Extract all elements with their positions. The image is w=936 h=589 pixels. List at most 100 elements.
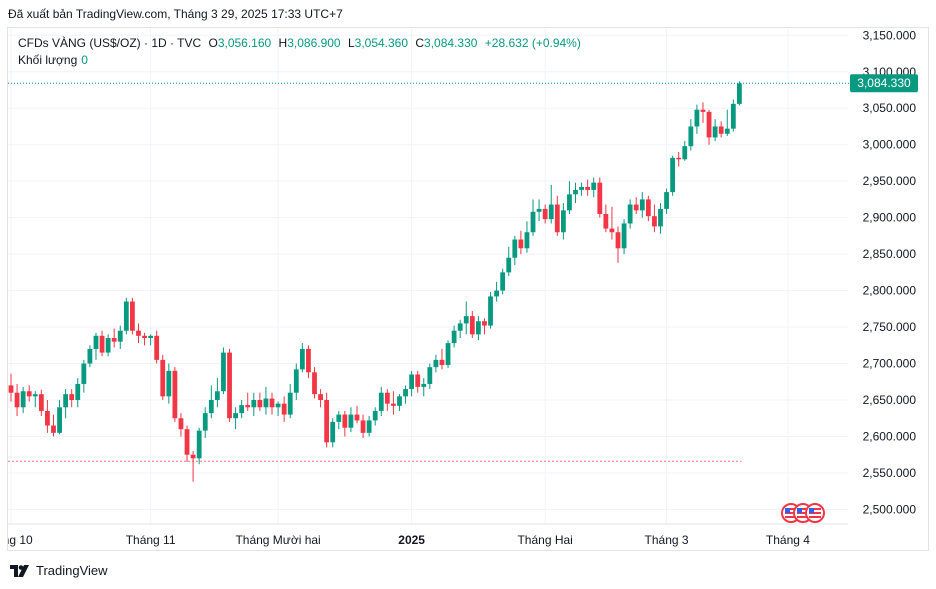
candle-body (142, 335, 147, 338)
candle-body (354, 414, 360, 421)
candle-body (718, 126, 724, 134)
candle (488, 292, 493, 329)
candle (627, 199, 633, 229)
tradingview-logo-icon (10, 564, 29, 577)
us-flag-icon[interactable] (780, 502, 828, 524)
candle (737, 81, 742, 106)
candlestick-chart[interactable]: 3,150.0003,100.0003,050.0003,000.0002,95… (8, 28, 928, 550)
candle-body (378, 392, 384, 411)
candle (688, 119, 694, 151)
y-tick-label: 2,700.000 (863, 357, 917, 371)
candle (433, 354, 439, 373)
chart-frame[interactable]: 3,150.000 3,100.000 3,050.000 3,000.000 2,95… (7, 27, 929, 551)
candle-body (190, 454, 196, 459)
candle (445, 340, 451, 368)
candle-body (500, 272, 506, 291)
candle (306, 345, 311, 379)
candle-body (360, 420, 366, 433)
candle-body (366, 420, 372, 433)
candle-body (57, 407, 62, 433)
candle (154, 330, 160, 364)
candle-body (154, 335, 160, 360)
candle-body (306, 348, 311, 373)
candle (397, 394, 402, 411)
candle-body (214, 391, 220, 400)
candle (75, 378, 81, 408)
candle (591, 177, 597, 198)
chart-legend: CFDs VÀNG (US$/OZ) · 1D · TVC O3,056.160… (18, 35, 581, 69)
candle-body (445, 343, 451, 365)
candle-body (457, 323, 463, 331)
x-tick-label: Tháng 4 (766, 533, 810, 547)
economic-events-markers[interactable] (780, 502, 828, 524)
candle (463, 301, 469, 335)
candle (724, 109, 730, 136)
candle-body (706, 111, 712, 138)
x-tick-label: háng 10 (8, 533, 33, 547)
candle-body (585, 187, 591, 190)
tradingview-logo[interactable]: TradingView (10, 563, 108, 578)
last-price-badge (850, 74, 918, 93)
y-tick-label: 2,950.000 (863, 174, 917, 188)
candle-body (403, 389, 408, 397)
candle (694, 104, 700, 134)
candle-body (573, 189, 578, 195)
candle (536, 199, 542, 222)
candle-body (682, 146, 688, 160)
candle (682, 141, 688, 161)
candle-body (615, 232, 621, 249)
candle (427, 363, 433, 390)
candle (51, 414, 56, 437)
candle (573, 182, 578, 204)
y-tick-label: 3,150.000 (863, 28, 917, 42)
candle-body (627, 204, 633, 224)
legend-symbol[interactable]: CFDs VÀNG (US$/OZ) · 1D · TVC (18, 36, 202, 50)
candle-body (130, 301, 135, 331)
candle (324, 392, 330, 448)
candle-body (542, 208, 548, 220)
candle (384, 389, 390, 411)
candle-body (348, 414, 354, 428)
candle-body (196, 430, 202, 459)
legend-volume-label[interactable]: Khối lượng (18, 53, 78, 67)
published-by-text: Đã xuất bản TradingView.com, Tháng 3 29,… (8, 7, 343, 21)
candle (457, 319, 463, 338)
candle-body (257, 400, 263, 408)
candle-body (421, 383, 427, 387)
candle (548, 184, 554, 224)
legend-high-value: 3,086.900 (287, 36, 341, 50)
candle-body (506, 257, 512, 273)
candle (391, 391, 396, 415)
candle (633, 197, 639, 214)
candle-body (439, 359, 445, 365)
candle-body (415, 374, 421, 387)
candle (63, 389, 69, 419)
x-tick-label: Tháng 3 (645, 533, 689, 547)
y-tick-label: 2,800.000 (863, 284, 917, 298)
candle (166, 363, 172, 404)
x-tick-label: Tháng 11 (126, 533, 176, 547)
legend-volume-row: Khối lượng 0 (18, 52, 581, 69)
candle-body (318, 394, 323, 400)
candle-body (518, 239, 524, 249)
y-tick-label: 2,550.000 (863, 466, 917, 480)
candle-body (342, 414, 348, 428)
candle (670, 155, 676, 196)
x-tick-label: Tháng Mười hai (235, 533, 320, 547)
candle-body (554, 204, 560, 233)
candle (372, 407, 378, 426)
candle (542, 204, 548, 224)
legend-ohlc-row: CFDs VÀNG (US$/OZ) · 1D · TVC O3,056.160… (18, 35, 581, 52)
candle (111, 328, 117, 348)
candle (196, 427, 202, 465)
candle-body (621, 223, 627, 249)
candle (251, 392, 257, 417)
candle (348, 407, 354, 433)
candle-body (433, 359, 439, 368)
candle (57, 400, 62, 435)
candle-body (287, 392, 293, 415)
candle-body (688, 126, 694, 147)
candle (26, 385, 32, 402)
candle (706, 109, 712, 145)
candle-body (530, 211, 536, 233)
